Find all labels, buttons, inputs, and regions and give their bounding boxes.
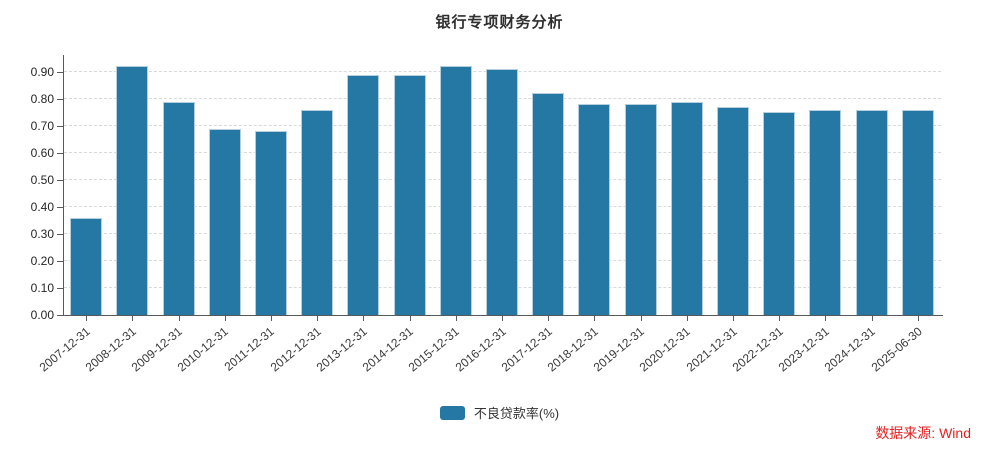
y-axis-tick-label: 0.00: [30, 308, 54, 322]
data-source-note: 数据来源: Wind: [875, 425, 971, 441]
bar[interactable]: [208, 128, 241, 315]
x-axis-tick: [363, 316, 365, 321]
y-axis-tick: [57, 98, 63, 100]
bar[interactable]: [578, 104, 611, 315]
x-axis-tick: [825, 316, 827, 321]
bar[interactable]: [301, 109, 334, 315]
bar[interactable]: [717, 107, 750, 315]
legend-item-npl-ratio[interactable]: 不良贷款率(%): [439, 403, 560, 422]
y-axis-tick: [57, 152, 63, 154]
bar[interactable]: [116, 66, 149, 315]
bar[interactable]: [347, 74, 380, 315]
bar[interactable]: [763, 112, 796, 315]
x-axis-tick: [733, 316, 735, 321]
y-axis-tick: [57, 287, 63, 289]
bar[interactable]: [162, 101, 195, 315]
y-axis-tick-label: 0.10: [30, 280, 54, 295]
x-axis-tick-label: 2012-12-31: [267, 324, 324, 375]
x-axis-tick: [455, 316, 457, 321]
bar[interactable]: [254, 131, 287, 315]
x-axis-tick: [178, 316, 180, 321]
y-axis-tick: [57, 71, 63, 73]
y-axis-tick: [57, 260, 63, 262]
x-axis-tick: [270, 316, 272, 321]
legend-swatch: [439, 405, 465, 420]
x-axis-tick-label: 2017-12-31: [498, 324, 555, 375]
y-axis-tick-label: 0.20: [30, 253, 54, 268]
x-axis-tick: [779, 316, 781, 321]
y-axis-tick-label: 0.70: [30, 118, 54, 133]
bar[interactable]: [70, 217, 103, 315]
x-axis-tick-label: 2016-12-31: [452, 324, 509, 375]
x-axis: [63, 315, 943, 316]
x-axis-tick: [686, 316, 688, 321]
x-axis-tick-label: 2018-12-31: [544, 324, 601, 375]
y-axis: [63, 55, 64, 315]
x-axis-tick: [409, 316, 411, 321]
x-axis-tick-label: 2007-12-31: [36, 324, 93, 375]
x-axis-tick: [502, 316, 503, 321]
x-axis-tick: [317, 316, 319, 321]
x-axis-tick-label: 2013-12-31: [313, 324, 370, 375]
y-axis-tick: [57, 179, 63, 181]
x-axis-tick-label: 2024-12-31: [822, 324, 879, 375]
y-axis-tick-label: 0.80: [30, 91, 54, 106]
y-axis-tick-label: 0.50: [30, 172, 54, 187]
x-axis-tick: [594, 316, 596, 321]
x-axis-tick-label: 2025-06-30: [868, 324, 925, 375]
y-axis-tick: [57, 206, 63, 208]
x-axis-tick-label: 2010-12-31: [175, 324, 232, 375]
bar[interactable]: [901, 109, 934, 315]
y-axis-tick-label: 0.40: [30, 199, 54, 214]
bar[interactable]: [393, 74, 426, 315]
chart-title: 银行专项财务分析: [435, 14, 564, 31]
y-axis-tick-label: 0.30: [30, 226, 54, 241]
y-axis-tick: [57, 233, 63, 235]
bar[interactable]: [624, 104, 657, 315]
x-axis-tick-label: 2015-12-31: [406, 324, 463, 375]
x-axis-tick-label: 2020-12-31: [637, 324, 694, 375]
y-axis-tick: [57, 315, 63, 316]
y-axis-tick: [57, 125, 63, 127]
y-axis-tick-label: 0.60: [30, 145, 54, 160]
x-axis-tick: [548, 316, 550, 321]
bar[interactable]: [486, 69, 518, 315]
x-axis-tick: [132, 316, 134, 321]
x-axis-tick: [640, 316, 642, 321]
legend: 不良贷款率(%): [0, 403, 999, 422]
x-axis-tick: [917, 316, 919, 321]
bar[interactable]: [809, 109, 842, 315]
bar[interactable]: [532, 93, 565, 315]
x-axis-tick-label: 2008-12-31: [82, 324, 139, 375]
x-axis-tick-label: 2022-12-31: [729, 324, 786, 375]
x-axis-tick: [224, 316, 226, 321]
y-axis-tick-label: 0.90: [30, 64, 54, 79]
x-axis-tick: [871, 316, 873, 321]
legend-label: 不良贷款率(%): [473, 406, 560, 421]
x-axis-tick: [86, 316, 88, 321]
x-axis-tick-label: 2021-12-31: [683, 324, 740, 375]
bar[interactable]: [855, 109, 888, 315]
bar[interactable]: [670, 101, 703, 315]
bar[interactable]: [439, 66, 472, 315]
